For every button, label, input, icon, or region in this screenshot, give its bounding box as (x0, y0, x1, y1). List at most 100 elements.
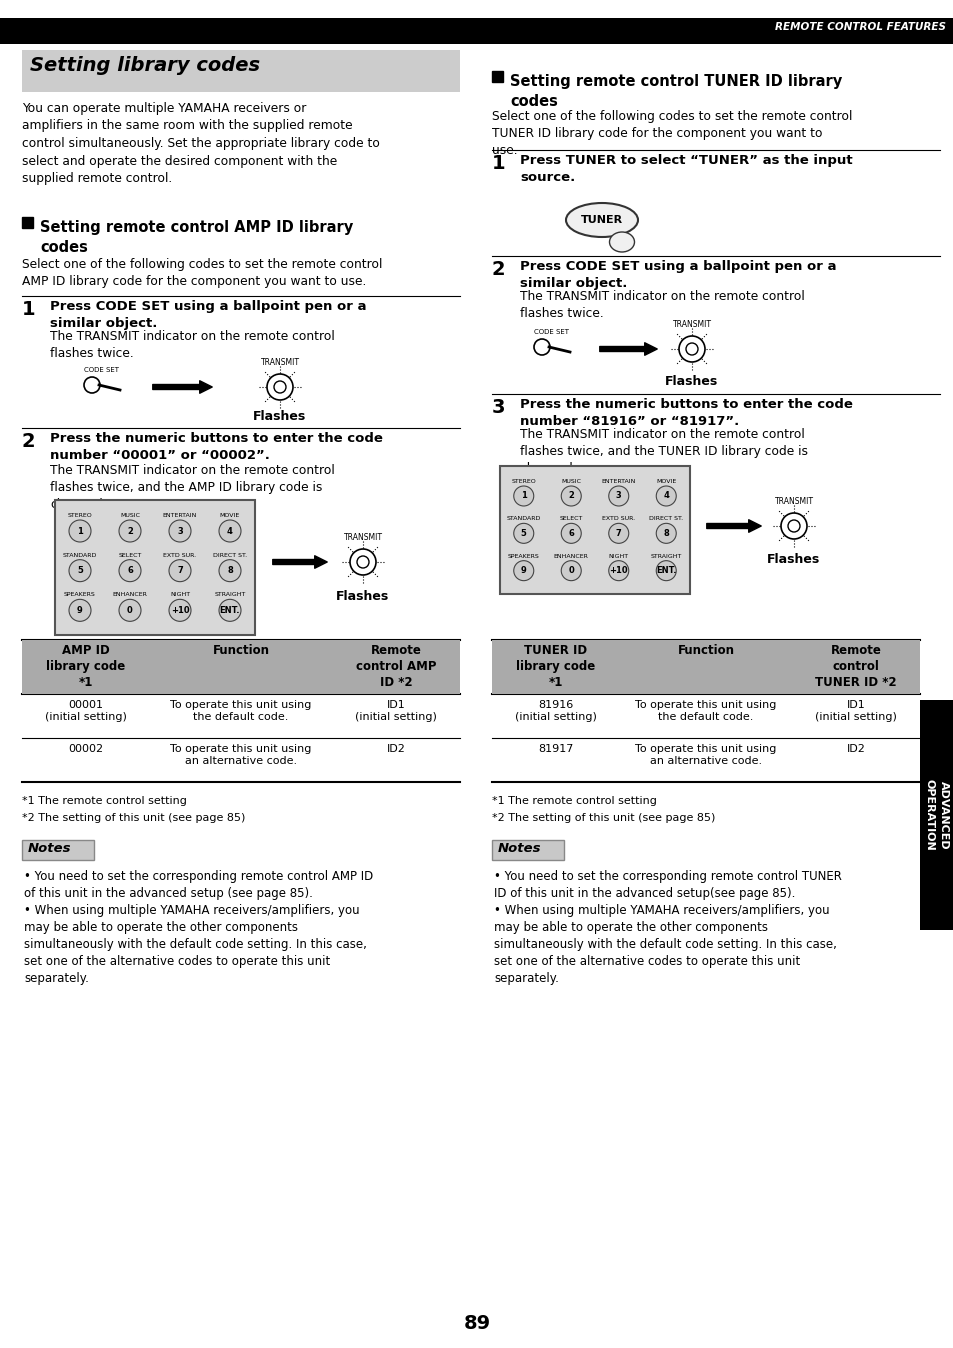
Text: 1: 1 (492, 154, 505, 173)
Text: Remote
control AMP
ID *2: Remote control AMP ID *2 (355, 644, 436, 689)
Text: *1 The remote control setting: *1 The remote control setting (492, 797, 657, 806)
Text: ENTERTAIN: ENTERTAIN (163, 514, 197, 518)
Text: *2 The setting of this unit (see page 85): *2 The setting of this unit (see page 85… (22, 813, 245, 824)
Text: STRAIGHT: STRAIGHT (650, 554, 681, 558)
Circle shape (656, 561, 676, 581)
Text: 81917: 81917 (537, 744, 573, 754)
Circle shape (608, 487, 628, 506)
Circle shape (608, 561, 628, 581)
Text: ENTERTAIN: ENTERTAIN (601, 479, 636, 484)
Bar (22, 50, 459, 92)
Circle shape (514, 523, 533, 543)
Circle shape (560, 523, 580, 543)
Circle shape (656, 523, 676, 543)
Text: TRANSMIT: TRANSMIT (774, 497, 813, 506)
Text: Flashes: Flashes (336, 590, 389, 603)
Text: STRAIGHT: STRAIGHT (214, 592, 246, 597)
Circle shape (84, 377, 100, 394)
Circle shape (356, 555, 369, 568)
Circle shape (534, 338, 550, 355)
Circle shape (274, 381, 286, 394)
Text: You can operate multiple YAMAHA receivers or
amplifiers in the same room with th: You can operate multiple YAMAHA receiver… (22, 102, 379, 185)
Text: ID1
(initial setting): ID1 (initial setting) (814, 700, 896, 723)
Text: 3: 3 (492, 398, 505, 417)
Text: MOVIE: MOVIE (219, 514, 240, 518)
Text: NIGHT: NIGHT (170, 592, 190, 597)
Circle shape (119, 520, 141, 542)
Circle shape (267, 373, 293, 400)
Text: 0: 0 (127, 605, 132, 615)
Text: 2: 2 (568, 492, 574, 500)
Circle shape (514, 561, 533, 581)
Circle shape (350, 549, 375, 576)
Text: 8: 8 (227, 566, 233, 576)
Text: To operate this unit using
the default code.: To operate this unit using the default c… (171, 700, 312, 723)
Text: REMOTE CONTROL FEATURES: REMOTE CONTROL FEATURES (774, 22, 945, 32)
Circle shape (219, 559, 241, 582)
Text: ENHANCER: ENHANCER (112, 592, 148, 597)
Text: • You need to set the corresponding remote control TUNER
ID of this unit in the : • You need to set the corresponding remo… (494, 869, 841, 900)
Text: SPEAKERS: SPEAKERS (64, 592, 95, 597)
Text: 4: 4 (662, 492, 668, 500)
Text: 5: 5 (520, 528, 526, 538)
Bar (55, 500, 254, 635)
Text: SELECT: SELECT (118, 553, 142, 558)
Bar (22, 840, 94, 860)
Text: DIRECT ST.: DIRECT ST. (213, 553, 247, 558)
Text: To operate this unit using
an alternative code.: To operate this unit using an alternativ… (635, 744, 776, 767)
Text: Press CODE SET using a ballpoint pen or a
similar object.: Press CODE SET using a ballpoint pen or … (519, 260, 836, 290)
Text: Notes: Notes (497, 842, 541, 855)
Text: Press the numeric buttons to enter the code
number “00001” or “00002”.: Press the numeric buttons to enter the c… (50, 431, 382, 462)
Text: TRANSMIT: TRANSMIT (672, 319, 711, 329)
Text: 6: 6 (127, 566, 132, 576)
Text: Function: Function (677, 644, 734, 656)
Text: Press the numeric buttons to enter the code
number “81916” or “81917”.: Press the numeric buttons to enter the c… (519, 398, 852, 429)
Text: ENHANCER: ENHANCER (554, 554, 588, 558)
Text: 2: 2 (492, 260, 505, 279)
Text: TRANSMIT: TRANSMIT (343, 532, 382, 542)
Text: 1: 1 (520, 492, 526, 500)
Bar (492, 71, 502, 82)
Text: Notes: Notes (28, 842, 71, 855)
Text: 7: 7 (616, 528, 621, 538)
Ellipse shape (609, 232, 634, 252)
Text: 8: 8 (662, 528, 668, 538)
Bar (0, 18, 953, 44)
Text: To operate this unit using
an alternative code.: To operate this unit using an alternativ… (171, 744, 312, 767)
Circle shape (608, 523, 628, 543)
Text: TRANSMIT: TRANSMIT (260, 359, 299, 367)
Circle shape (169, 559, 191, 582)
Text: Flashes: Flashes (766, 553, 820, 566)
Text: Flashes: Flashes (664, 375, 718, 388)
Text: STANDARD: STANDARD (506, 516, 540, 522)
Bar (499, 466, 689, 594)
Text: SELECT: SELECT (559, 516, 582, 522)
Text: 6: 6 (568, 528, 574, 538)
Text: 9: 9 (520, 566, 526, 576)
Circle shape (119, 559, 141, 582)
Text: The TRANSMIT indicator on the remote control
flashes twice, and the TUNER ID lib: The TRANSMIT indicator on the remote con… (519, 429, 807, 474)
Circle shape (169, 600, 191, 621)
Text: NIGHT: NIGHT (608, 554, 628, 558)
Bar (492, 840, 563, 860)
Text: STANDARD: STANDARD (63, 553, 97, 558)
Text: To operate this unit using
the default code.: To operate this unit using the default c… (635, 700, 776, 723)
Text: CODE SET: CODE SET (534, 329, 568, 336)
Text: The TRANSMIT indicator on the remote control
flashes twice.: The TRANSMIT indicator on the remote con… (519, 290, 804, 319)
Text: Setting library codes: Setting library codes (30, 57, 260, 75)
Circle shape (219, 520, 241, 542)
Text: STEREO: STEREO (68, 514, 92, 518)
Text: +10: +10 (171, 605, 189, 615)
Circle shape (169, 520, 191, 542)
Text: STEREO: STEREO (511, 479, 536, 484)
Text: CODE SET: CODE SET (84, 367, 119, 373)
Text: TUNER: TUNER (580, 214, 622, 225)
Text: 1: 1 (77, 527, 83, 535)
Text: 5: 5 (77, 566, 83, 576)
Text: ID2: ID2 (845, 744, 864, 754)
Bar (492, 640, 919, 694)
Text: ADVANCED
OPERATION: ADVANCED OPERATION (923, 779, 948, 851)
Text: ID1
(initial setting): ID1 (initial setting) (355, 700, 436, 723)
Text: The TRANSMIT indicator on the remote control
flashes twice, and the AMP ID libra: The TRANSMIT indicator on the remote con… (50, 464, 335, 511)
Text: Press CODE SET using a ballpoint pen or a
similar object.: Press CODE SET using a ballpoint pen or … (50, 301, 366, 330)
